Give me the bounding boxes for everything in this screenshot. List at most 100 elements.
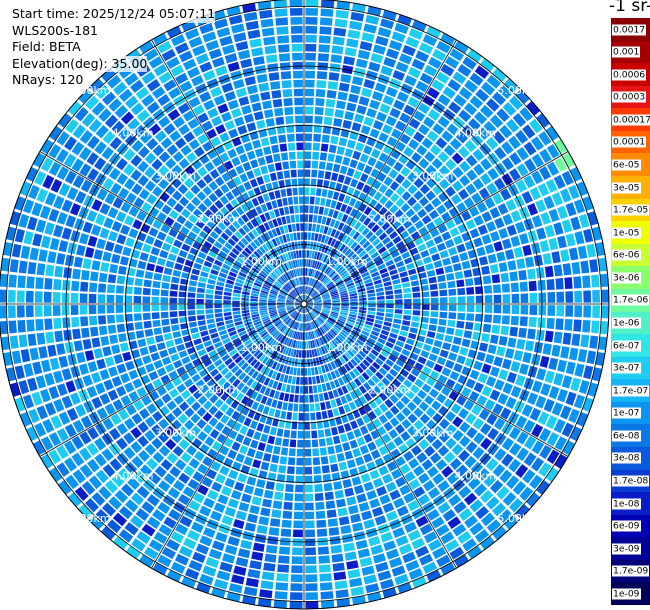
range-gate [313, 306, 322, 310]
range-gate [314, 305, 322, 307]
range-gate [224, 371, 233, 380]
range-gate [16, 305, 25, 318]
range-gate [206, 78, 219, 90]
range-gate [448, 494, 462, 507]
range-gate [403, 314, 412, 321]
range-gate [345, 279, 354, 285]
range-gate [348, 504, 359, 515]
range-gate [304, 386, 309, 394]
range-gate [385, 295, 394, 300]
range-gate [313, 298, 322, 302]
range-gate [306, 313, 310, 322]
range-gate [341, 214, 349, 223]
range-gate [240, 58, 253, 69]
range-gate [203, 340, 213, 348]
range-gate [600, 273, 609, 288]
range-gate [266, 336, 273, 344]
range-gate [354, 324, 363, 330]
colorbar-segment: 1.7e-08 [611, 469, 650, 493]
range-gate [107, 274, 117, 284]
range-gate [27, 333, 37, 347]
range-gate [325, 280, 332, 287]
range-gate [74, 377, 85, 390]
range-gate [78, 389, 90, 402]
range-gate [184, 378, 194, 388]
range-gate [570, 216, 581, 231]
range-gate [81, 327, 90, 339]
range-gate [509, 442, 522, 456]
range-gate [145, 235, 155, 245]
range-gate [300, 368, 304, 376]
range-gate [429, 317, 438, 325]
range-gate [310, 340, 314, 349]
range-gate [422, 343, 432, 352]
range-gate [112, 81, 128, 96]
range-gate [443, 144, 456, 157]
range-gate [8, 320, 17, 334]
range-gate [316, 252, 321, 260]
range-gate [290, 260, 295, 269]
range-gate [513, 350, 524, 362]
range-gate [329, 248, 336, 256]
range-gate [152, 280, 161, 289]
range-gate [350, 84, 362, 95]
range-gate [513, 400, 525, 413]
range-gate [325, 256, 331, 264]
colorbar-segment: 6e-08 [611, 424, 650, 448]
range-gate [256, 73, 268, 83]
range-gate [151, 288, 160, 296]
range-gate [553, 222, 564, 236]
range-gate [115, 437, 128, 450]
range-gate [143, 546, 159, 560]
range-gate [226, 385, 235, 395]
range-gate [256, 176, 265, 186]
range-gate [114, 104, 128, 119]
range-gate [286, 299, 294, 302]
range-gate [376, 291, 385, 296]
range-gate [248, 344, 257, 352]
range-gate [516, 258, 526, 270]
range-gate [268, 305, 276, 308]
range-gate [265, 154, 274, 164]
range-gate [457, 530, 472, 544]
range-gate [271, 228, 278, 237]
range-gate [168, 228, 179, 238]
range-gate [238, 227, 247, 236]
range-gate [137, 174, 149, 187]
range-gate [418, 553, 434, 566]
range-gate [196, 293, 205, 299]
range-gate [243, 586, 258, 597]
range-gate [321, 276, 328, 283]
range-gate [197, 431, 208, 442]
range-gate [528, 280, 537, 292]
range-gate [389, 181, 400, 191]
range-gate [187, 304, 195, 310]
range-gate [440, 63, 455, 77]
range-gate [441, 211, 452, 222]
range-gate [520, 293, 529, 303]
range-gate [272, 500, 283, 510]
range-gate [315, 261, 320, 270]
range-gate [417, 493, 431, 506]
range-gate [266, 324, 274, 331]
range-gate [205, 294, 214, 299]
range-gate [576, 181, 589, 197]
range-gate [131, 413, 143, 425]
range-gate [279, 335, 286, 343]
range-gate [467, 477, 481, 490]
range-gate [525, 340, 535, 352]
range-gate [501, 453, 514, 467]
range-gate [547, 305, 556, 316]
range-gate [260, 292, 268, 297]
range-gate [11, 243, 22, 258]
range-gate [326, 227, 333, 236]
range-gate [401, 407, 412, 417]
range-gate [526, 492, 541, 507]
range-gate [475, 286, 484, 295]
range-gate [321, 264, 327, 272]
range-gate [544, 370, 555, 384]
range-gate [383, 56, 397, 68]
range-gate [321, 465, 330, 474]
range-gate [413, 298, 421, 304]
range-gate [88, 411, 101, 425]
